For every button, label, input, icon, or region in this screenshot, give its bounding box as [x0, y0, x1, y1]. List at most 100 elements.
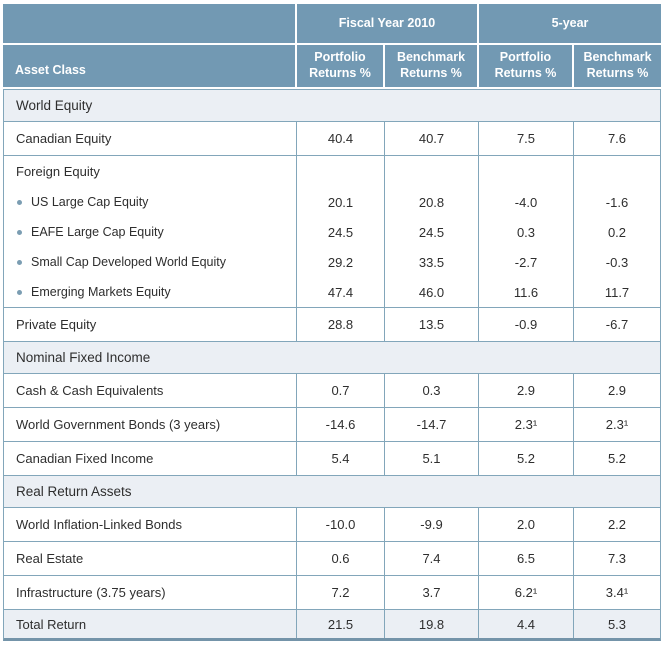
cell-value: -14.6 — [296, 408, 384, 441]
header-fy-portfolio: Portfolio Returns % — [295, 45, 383, 87]
row-label: Foreign Equity — [16, 164, 100, 179]
cell-value: 3.7 — [384, 576, 478, 609]
cell-value: 20.1 — [296, 187, 384, 217]
cell-value: 0.3 — [384, 374, 478, 407]
cell-value — [384, 156, 478, 187]
bullet-icon — [17, 259, 22, 265]
header-5y-portfolio: Portfolio Returns % — [477, 45, 572, 87]
table-row-private-equity: Private Equity 28.8 13.5 -0.9 -6.7 — [4, 307, 660, 341]
section-row-real-return-assets: Real Return Assets — [4, 475, 660, 507]
cell-value: 3.4¹ — [573, 576, 660, 609]
table-row-real-estate: Real Estate 0.6 7.4 6.5 7.3 — [4, 541, 660, 575]
cell-value: 2.3¹ — [478, 408, 573, 441]
cell-value: -9.9 — [384, 508, 478, 541]
cell-value: 0.3 — [478, 217, 573, 247]
cell-value: 46.0 — [384, 277, 478, 307]
cell-value: 2.9 — [573, 374, 660, 407]
cell-value: 40.4 — [296, 122, 384, 155]
cell-value: 7.6 — [573, 122, 660, 155]
header-fiscal-year-2010: Fiscal Year 2010 — [295, 4, 477, 45]
cell-value: 20.8 — [384, 187, 478, 217]
cell-value: 11.6 — [478, 277, 573, 307]
cell-value: 2.9 — [478, 374, 573, 407]
table-row-canadian-equity: Canadian Equity 40.4 40.7 7.5 7.6 — [4, 121, 660, 155]
cell-value: 0.2 — [573, 217, 660, 247]
row-label: World Inflation-Linked Bonds — [16, 517, 182, 532]
row-label: Real Estate — [16, 551, 84, 566]
row-label-text: US Large Cap Equity — [31, 195, 149, 209]
section-label: World Equity — [16, 98, 93, 113]
cell-value: -10.0 — [296, 508, 384, 541]
cell-value: 13.5 — [384, 308, 478, 341]
header-5y-benchmark: Benchmark Returns % — [572, 45, 661, 87]
cell-value: 29.2 — [296, 247, 384, 277]
cell-value: 5.1 — [384, 442, 478, 475]
header-asset-class: Asset Class — [3, 45, 295, 87]
cell-value: 19.8 — [384, 610, 478, 638]
header-fy-benchmark: Benchmark Returns % — [383, 45, 477, 87]
cell-value: 21.5 — [296, 610, 384, 638]
cell-value: 6.2¹ — [478, 576, 573, 609]
table-row-cash-equivalents: Cash & Cash Equivalents 0.7 0.3 2.9 2.9 — [4, 373, 660, 407]
cell-value: 7.2 — [296, 576, 384, 609]
row-label: Canadian Equity — [16, 131, 112, 146]
cell-value: 28.8 — [296, 308, 384, 341]
table-header: Fiscal Year 2010 5-year Asset Class Port… — [3, 4, 661, 87]
header-five-year: 5-year — [477, 4, 661, 45]
cell-value: 40.7 — [384, 122, 478, 155]
cell-value: 33.5 — [384, 247, 478, 277]
cell-value: 5.3 — [573, 610, 660, 638]
row-label: Emerging Markets Equity — [4, 277, 296, 307]
row-label-text: Small Cap Developed World Equity — [31, 255, 227, 269]
cell-value: -2.7 — [478, 247, 573, 277]
cell-value: 7.5 — [478, 122, 573, 155]
section-row-world-equity: World Equity — [4, 90, 660, 121]
table-row-canadian-fixed-income: Canadian Fixed Income 5.4 5.1 5.2 5.2 — [4, 441, 660, 475]
table-body: World Equity Canadian Equity 40.4 40.7 7… — [3, 89, 661, 641]
cell-value: 5.2 — [573, 442, 660, 475]
row-label: Small Cap Developed World Equity — [4, 247, 296, 277]
table-row-small-cap-developed: Small Cap Developed World Equity 29.2 33… — [4, 247, 660, 277]
cell-value — [296, 156, 384, 187]
header-group-row: Fiscal Year 2010 5-year — [3, 4, 661, 45]
section-row-nominal-fixed-income: Nominal Fixed Income — [4, 341, 660, 373]
cell-value: 6.5 — [478, 542, 573, 575]
row-label: US Large Cap Equity — [4, 187, 296, 217]
section-label: Nominal Fixed Income — [16, 350, 151, 365]
cell-value: 0.6 — [296, 542, 384, 575]
table-row-us-large-cap: US Large Cap Equity 20.1 20.8 -4.0 -1.6 — [4, 187, 660, 217]
cell-value: 47.4 — [296, 277, 384, 307]
bullet-icon — [17, 199, 22, 205]
section-label: Real Return Assets — [16, 484, 132, 499]
cell-value: 0.7 — [296, 374, 384, 407]
cell-value: -1.6 — [573, 187, 660, 217]
cell-value: 24.5 — [384, 217, 478, 247]
cell-value: 7.3 — [573, 542, 660, 575]
table-row-infrastructure: Infrastructure (3.75 years) 7.2 3.7 6.2¹… — [4, 575, 660, 609]
table-row-eafe-large-cap: EAFE Large Cap Equity 24.5 24.5 0.3 0.2 — [4, 217, 660, 247]
cell-value: 11.7 — [573, 277, 660, 307]
table-row-world-inflation-linked-bonds: World Inflation-Linked Bonds -10.0 -9.9 … — [4, 507, 660, 541]
row-label-text: Emerging Markets Equity — [31, 285, 171, 299]
row-label: World Government Bonds (3 years) — [16, 417, 221, 432]
row-label: Canadian Fixed Income — [16, 451, 154, 466]
returns-table: Fiscal Year 2010 5-year Asset Class Port… — [3, 4, 661, 641]
row-label: Infrastructure (3.75 years) — [16, 585, 166, 600]
cell-value: 5.2 — [478, 442, 573, 475]
table-row-world-government-bonds: World Government Bonds (3 years) -14.6 -… — [4, 407, 660, 441]
cell-value: 2.2 — [573, 508, 660, 541]
cell-value: -4.0 — [478, 187, 573, 217]
row-label: Private Equity — [16, 317, 97, 332]
table-row-emerging-markets: Emerging Markets Equity 47.4 46.0 11.6 1… — [4, 277, 660, 307]
cell-value — [478, 156, 573, 187]
cell-value: 4.4 — [478, 610, 573, 638]
cell-value: -0.3 — [573, 247, 660, 277]
row-label: Total Return — [16, 616, 87, 632]
row-label: Cash & Cash Equivalents — [16, 383, 164, 398]
table-row-foreign-equity: Foreign Equity — [4, 155, 660, 187]
bullet-icon — [17, 229, 22, 235]
cell-value — [573, 156, 660, 187]
cell-value: 2.3¹ — [573, 408, 660, 441]
cell-value: 24.5 — [296, 217, 384, 247]
row-label: EAFE Large Cap Equity — [4, 217, 296, 247]
